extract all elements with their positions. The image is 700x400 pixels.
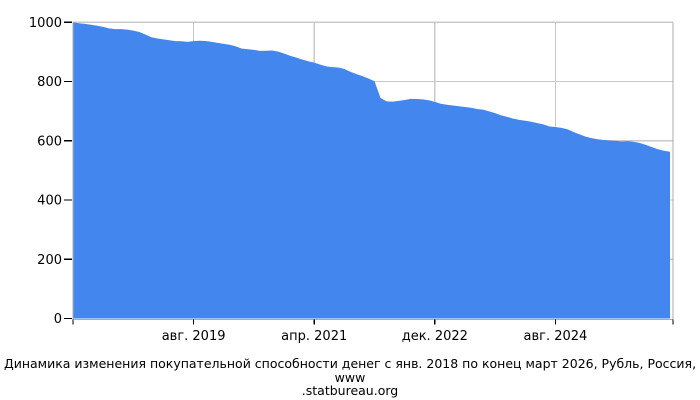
chart-caption: Динамика изменения покупательной способн…	[0, 357, 700, 398]
x-tick-label: авг. 2024	[524, 329, 588, 344]
y-tick-label: 200	[37, 253, 62, 268]
area-series	[73, 22, 670, 319]
caption-line-1: Динамика изменения покупательной способн…	[3, 356, 697, 385]
chart-svg: 0 200 400 600 800 1000 авг. 2019 апр. 2021 дек. …	[29, 16, 674, 344]
x-tick-label: дек. 2022	[402, 329, 468, 344]
y-tick-label: 800	[37, 75, 62, 90]
x-tick-label: апр. 2021	[281, 329, 347, 344]
caption-line-2: .statbureau.org	[301, 383, 399, 398]
y-tick-label: 1000	[29, 16, 62, 31]
y-tick-label: 0	[54, 312, 62, 327]
y-tick-label: 400	[37, 194, 62, 209]
y-tick-label: 600	[37, 134, 62, 149]
x-tick-label: авг. 2019	[162, 329, 226, 344]
